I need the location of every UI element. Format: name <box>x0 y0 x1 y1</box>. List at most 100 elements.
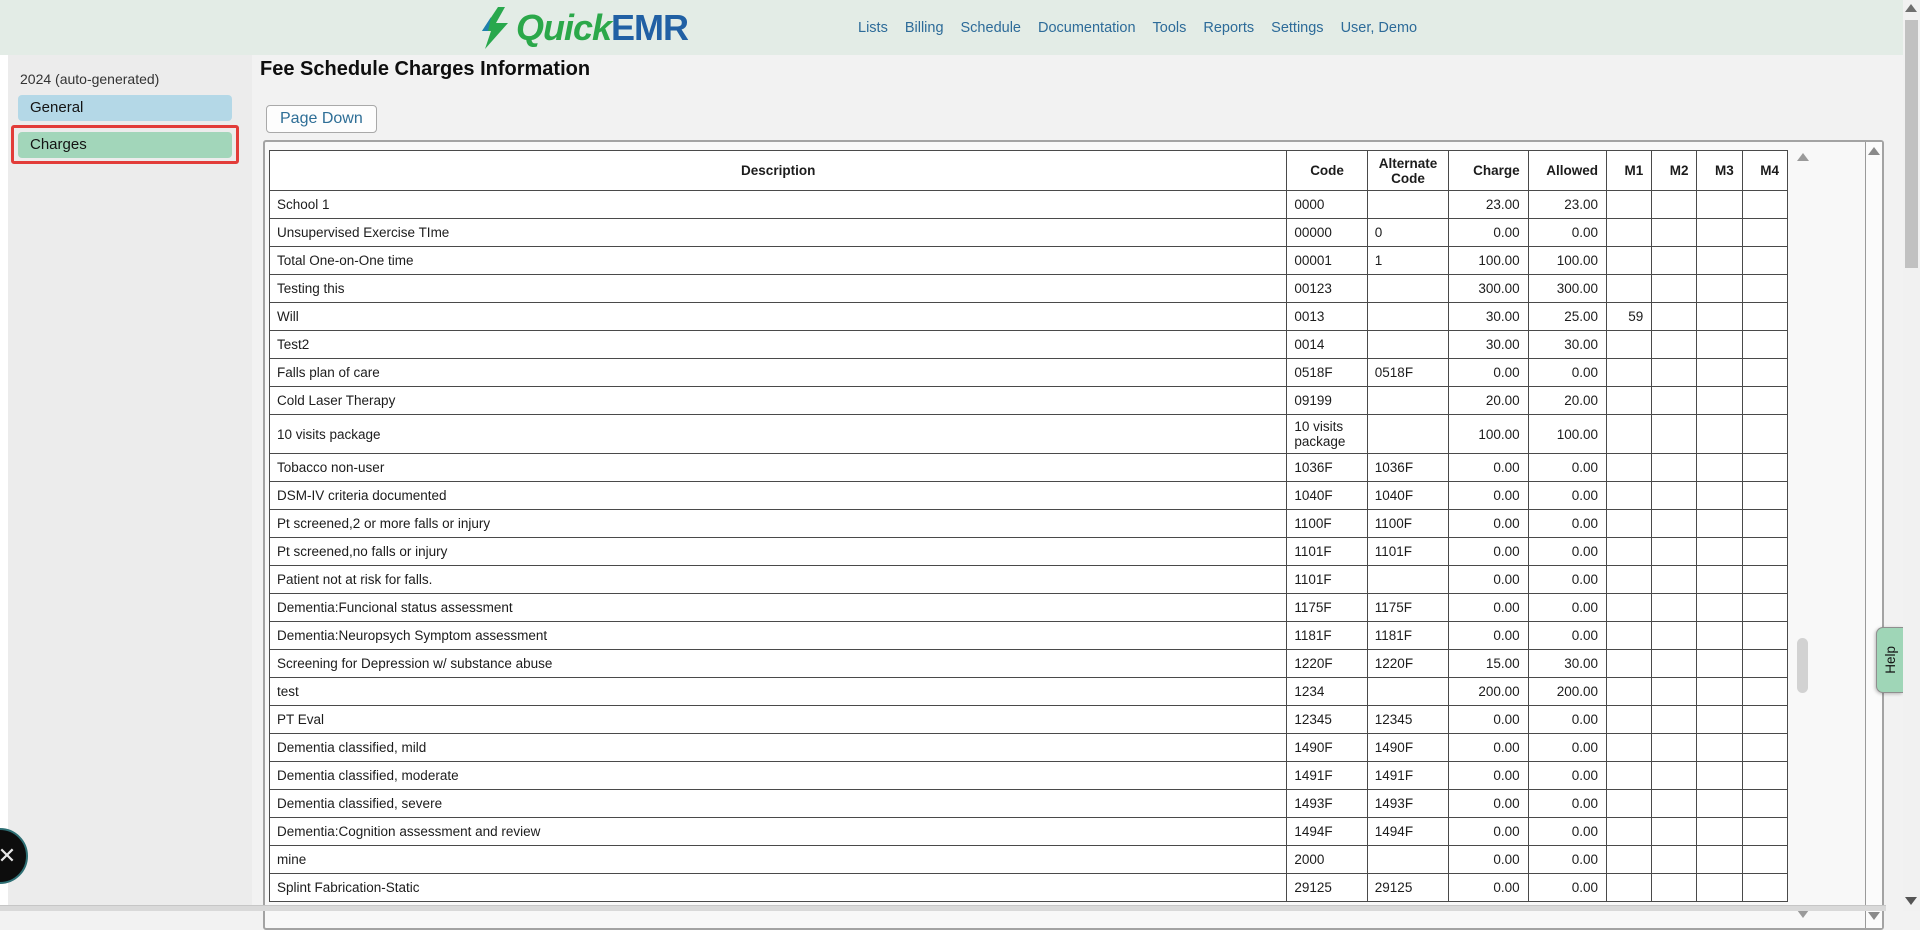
cell-alternate-code[interactable]: 1494F <box>1366 817 1450 846</box>
cell-description[interactable]: Unsupervised Exercise TIme <box>268 218 1288 247</box>
cell-code[interactable]: 00000 <box>1286 218 1368 247</box>
cell-description[interactable]: Dementia:Cognition assessment and review <box>268 817 1288 846</box>
table-row[interactable]: Dementia:Cognition assessment and review… <box>268 817 1789 846</box>
cell-m3[interactable] <box>1696 302 1743 331</box>
cell-allowed[interactable]: 30.00 <box>1527 330 1608 359</box>
cell-charge[interactable]: 20.00 <box>1448 386 1529 415</box>
cell-description[interactable]: Cold Laser Therapy <box>268 386 1288 415</box>
cell-m3[interactable] <box>1696 246 1743 275</box>
table-row[interactable]: PT Eval 12345 12345 0.00 0.00 <box>268 705 1789 734</box>
cell-m1[interactable] <box>1606 817 1653 846</box>
nav-item[interactable]: Schedule <box>960 19 1021 36</box>
cell-charge[interactable]: 0.00 <box>1448 733 1529 762</box>
cell-m1[interactable] <box>1606 246 1653 275</box>
cell-charge[interactable]: 0.00 <box>1448 705 1529 734</box>
cell-m3[interactable] <box>1696 358 1743 387</box>
cell-alternate-code[interactable] <box>1366 274 1450 303</box>
cell-m3[interactable] <box>1696 593 1743 622</box>
cell-description[interactable]: 10 visits package <box>268 414 1288 454</box>
cell-description[interactable]: test <box>268 677 1288 706</box>
table-row[interactable]: Dementia classified, moderate 1491F 1491… <box>268 761 1789 790</box>
cell-charge[interactable]: 100.00 <box>1448 246 1529 275</box>
cell-description[interactable]: Screening for Depression w/ substance ab… <box>268 649 1288 678</box>
cell-allowed[interactable]: 200.00 <box>1527 677 1608 706</box>
cell-code[interactable]: 0013 <box>1286 302 1368 331</box>
cell-m4[interactable] <box>1741 593 1789 622</box>
nav-item[interactable]: User, Demo <box>1340 19 1418 36</box>
cell-description[interactable]: PT Eval <box>268 705 1288 734</box>
cell-m1[interactable] <box>1606 789 1653 818</box>
cell-m3[interactable] <box>1696 218 1743 247</box>
cell-allowed[interactable]: 100.00 <box>1527 246 1608 275</box>
cell-alternate-code[interactable]: 1175F <box>1366 593 1450 622</box>
cell-allowed[interactable]: 0.00 <box>1527 705 1608 734</box>
cell-m4[interactable] <box>1741 414 1789 454</box>
cell-m4[interactable] <box>1741 302 1789 331</box>
scroll-up-icon[interactable] <box>1905 4 1917 12</box>
cell-code[interactable]: 1234 <box>1286 677 1368 706</box>
cell-m4[interactable] <box>1741 621 1789 650</box>
sidebar-item-charges[interactable]: Charges <box>18 132 232 158</box>
cell-code[interactable]: 00001 <box>1286 246 1368 275</box>
cell-charge[interactable]: 0.00 <box>1448 845 1529 874</box>
cell-allowed[interactable]: 0.00 <box>1527 817 1608 846</box>
table-scrollbar[interactable] <box>1794 150 1812 924</box>
cell-m2[interactable] <box>1651 358 1698 387</box>
cell-description[interactable]: DSM-IV criteria documented <box>268 481 1288 510</box>
table-row[interactable]: Splint Fabrication-Static 29125 29125 0.… <box>268 873 1789 902</box>
cell-allowed[interactable]: 0.00 <box>1527 593 1608 622</box>
cell-charge[interactable]: 0.00 <box>1448 537 1529 566</box>
scroll-down-icon[interactable] <box>1868 912 1880 920</box>
nav-item[interactable]: Documentation <box>1037 19 1136 36</box>
cell-code[interactable]: 1491F <box>1286 761 1368 790</box>
cell-m2[interactable] <box>1651 621 1698 650</box>
table-row[interactable]: Testing this 00123 300.00 300.00 <box>268 274 1789 303</box>
cell-m4[interactable] <box>1741 330 1789 359</box>
cell-code[interactable]: 0518F <box>1286 358 1368 387</box>
cell-code[interactable]: 09199 <box>1286 386 1368 415</box>
cell-m2[interactable] <box>1651 414 1698 454</box>
nav-item[interactable]: Reports <box>1203 19 1255 36</box>
cell-allowed[interactable]: 0.00 <box>1527 621 1608 650</box>
cell-charge[interactable]: 200.00 <box>1448 677 1529 706</box>
cell-m4[interactable] <box>1741 705 1789 734</box>
page-scrollbar-thumb[interactable] <box>1905 20 1918 268</box>
cell-m4[interactable] <box>1741 761 1789 790</box>
cell-m2[interactable] <box>1651 453 1698 482</box>
table-row[interactable]: Tobacco non-user 1036F 1036F 0.00 0.00 <box>268 453 1789 482</box>
cell-m4[interactable] <box>1741 817 1789 846</box>
cell-code[interactable]: 29125 <box>1286 873 1368 902</box>
table-row[interactable]: Will 0013 30.00 25.00 59 <box>268 302 1789 331</box>
cell-description[interactable]: Falls plan of care <box>268 358 1288 387</box>
cell-m3[interactable] <box>1696 789 1743 818</box>
cell-description[interactable]: Pt screened,no falls or injury <box>268 537 1288 566</box>
cell-m4[interactable] <box>1741 453 1789 482</box>
cell-charge[interactable]: 30.00 <box>1448 302 1529 331</box>
cell-charge[interactable]: 0.00 <box>1448 453 1529 482</box>
table-row[interactable]: Total One-on-One time 00001 1 100.00 100… <box>268 246 1789 275</box>
cell-m1[interactable] <box>1606 733 1653 762</box>
cell-allowed[interactable]: 0.00 <box>1527 358 1608 387</box>
cell-alternate-code[interactable] <box>1366 190 1450 219</box>
cell-description[interactable]: Test2 <box>268 330 1288 359</box>
cell-code[interactable]: 1175F <box>1286 593 1368 622</box>
table-row[interactable]: Pt screened,no falls or injury 1101F 110… <box>268 537 1789 566</box>
cell-m2[interactable] <box>1651 246 1698 275</box>
cell-code[interactable]: 1181F <box>1286 621 1368 650</box>
cell-m1[interactable] <box>1606 453 1653 482</box>
page-down-button[interactable]: Page Down <box>266 105 377 133</box>
cell-m1[interactable] <box>1606 845 1653 874</box>
cell-m2[interactable] <box>1651 509 1698 538</box>
cell-m3[interactable] <box>1696 649 1743 678</box>
table-row[interactable]: Patient not at risk for falls. 1101F 0.0… <box>268 565 1789 594</box>
cell-alternate-code[interactable] <box>1366 677 1450 706</box>
cell-charge[interactable]: 100.00 <box>1448 414 1529 454</box>
cell-m2[interactable] <box>1651 789 1698 818</box>
cell-m2[interactable] <box>1651 761 1698 790</box>
cell-m3[interactable] <box>1696 705 1743 734</box>
cell-m3[interactable] <box>1696 817 1743 846</box>
cell-allowed[interactable]: 0.00 <box>1527 509 1608 538</box>
cell-m1[interactable] <box>1606 677 1653 706</box>
cell-m1[interactable] <box>1606 761 1653 790</box>
cell-allowed[interactable]: 0.00 <box>1527 733 1608 762</box>
